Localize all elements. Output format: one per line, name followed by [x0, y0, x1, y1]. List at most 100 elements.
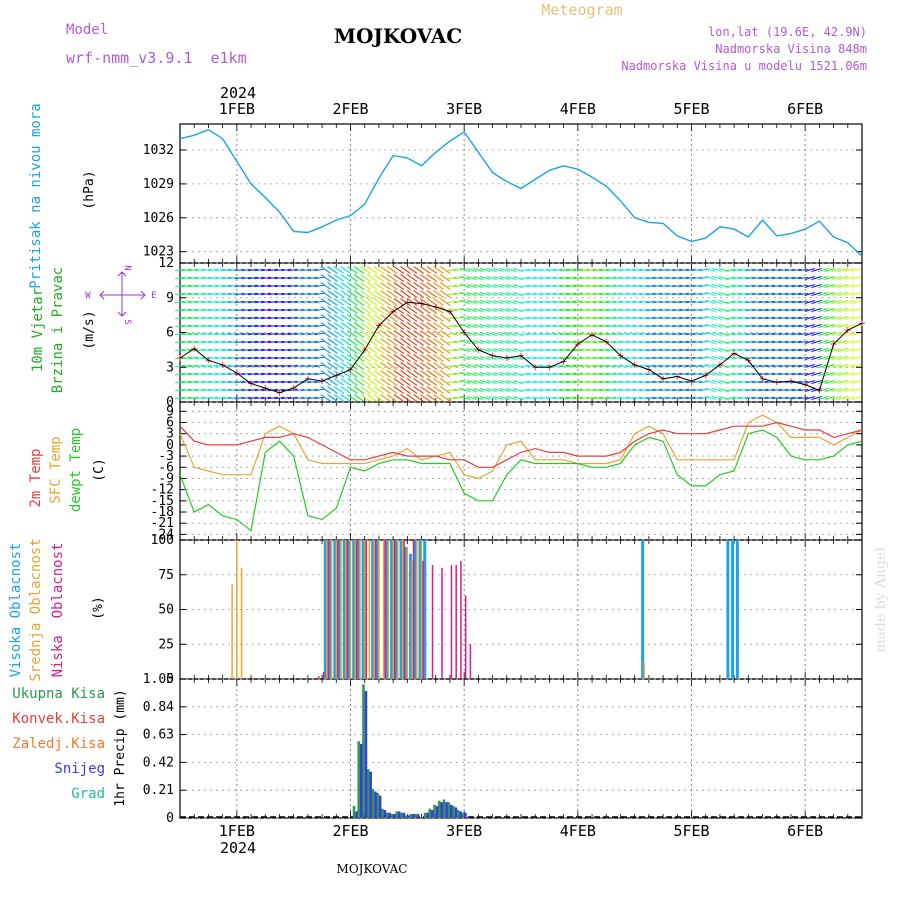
- wind-barb: [281, 308, 292, 312]
- wind-barb: [804, 387, 816, 393]
- wind-barb: [347, 282, 358, 290]
- wind-barb: [665, 292, 676, 296]
- wind-barb: [851, 315, 862, 321]
- wind-barb: [320, 290, 332, 298]
- wind-barb: [227, 324, 239, 328]
- wind-barb: [705, 347, 716, 353]
- wind-barb: [539, 372, 550, 376]
- wind-barb: [366, 370, 378, 378]
- wind-barb: [194, 300, 205, 304]
- wind-barb: [347, 386, 358, 394]
- wind-barb: [420, 306, 431, 314]
- wind-barb: [831, 283, 842, 289]
- wind-barb: [605, 332, 617, 336]
- wind-barb: [214, 396, 225, 400]
- wind-barb: [194, 332, 205, 336]
- wind-barb: [818, 331, 829, 337]
- wind-barb: [586, 332, 597, 336]
- wind-barb: [532, 356, 544, 360]
- wind-barb: [818, 395, 829, 401]
- mid-cloud-bar: [354, 540, 356, 679]
- wind-barb: [340, 274, 352, 282]
- wind-barb: [174, 380, 186, 384]
- wind-barb: [592, 308, 603, 312]
- wind-barb: [804, 371, 816, 377]
- wind-barb: [539, 324, 550, 328]
- wind-barb: [281, 316, 292, 320]
- wind-barb: [619, 364, 630, 368]
- wind-barb: [572, 268, 583, 272]
- wind-barb: [300, 308, 312, 312]
- wind-barb: [552, 388, 564, 392]
- wind-barb: [811, 395, 822, 401]
- wind-barb: [294, 380, 305, 384]
- wind-barb: [599, 268, 610, 272]
- wind-barb: [632, 380, 643, 384]
- wind-barb: [174, 268, 186, 272]
- wind-barb: [844, 315, 855, 321]
- precip-total-bar: [362, 684, 365, 818]
- wind-barb: [267, 372, 278, 376]
- precip-snow-bar: [431, 810, 434, 818]
- wind-barb: [287, 396, 298, 400]
- high-cloud-bar: [333, 540, 337, 679]
- wind-barb: [592, 324, 603, 328]
- wind-barb: [539, 268, 550, 272]
- day-label-top: 5FEB: [673, 100, 709, 118]
- wind-barb: [599, 388, 610, 392]
- wind-barb: [745, 372, 756, 376]
- wind-barb: [559, 268, 570, 272]
- wind-barb: [413, 362, 425, 370]
- wind-barb: [546, 332, 557, 336]
- wind-barb: [281, 324, 292, 328]
- wind-barb: [506, 371, 517, 377]
- wind-barb: [221, 348, 232, 352]
- wind-barb: [758, 284, 769, 288]
- wind-barb: [778, 300, 789, 304]
- wind-barb: [572, 332, 583, 336]
- wind-barb: [692, 284, 703, 288]
- wind-barb: [625, 316, 636, 320]
- wind-barb: [281, 332, 292, 336]
- wind-barb: [665, 332, 676, 336]
- wind-barb: [519, 380, 530, 384]
- wind-barb: [274, 340, 285, 344]
- wind-barb: [639, 292, 650, 296]
- wind-barb: [771, 292, 782, 296]
- wind-barb: [678, 292, 690, 296]
- wind-barb: [333, 298, 345, 306]
- wind-barb: [625, 268, 636, 272]
- wind-barb: [784, 324, 796, 328]
- mid-cloud-bar: [363, 540, 366, 679]
- precip-snow-bar: [459, 811, 462, 818]
- wind-barb: [725, 372, 736, 376]
- wind-barb: [844, 291, 855, 297]
- high-cloud-bar: [641, 540, 645, 679]
- wind-barb: [758, 332, 769, 336]
- wind-barb: [314, 396, 325, 400]
- wind-barb: [314, 284, 325, 288]
- wind-barb: [685, 356, 696, 360]
- wind-barb: [261, 396, 272, 400]
- mid-cloud-bar: [349, 540, 352, 679]
- wind-barb: [208, 332, 219, 336]
- wind-barb: [778, 396, 789, 400]
- wind-barb: [632, 292, 643, 296]
- wind-barb: [678, 332, 690, 336]
- wind-barb: [824, 307, 835, 313]
- wind-barb: [267, 340, 278, 344]
- wind-barb: [227, 308, 239, 312]
- precip-snow-bar: [435, 806, 439, 818]
- wind-barb: [639, 308, 650, 312]
- wind-barb: [459, 307, 471, 313]
- wind-barb: [811, 339, 822, 345]
- wind-barb: [446, 356, 457, 360]
- wind-barb: [645, 324, 656, 328]
- wind-barb: [738, 340, 749, 344]
- wind-barb: [731, 372, 743, 376]
- wind-barb: [546, 284, 557, 288]
- wind-barb: [479, 347, 491, 353]
- wind-barb: [320, 338, 332, 346]
- wind-barb: [546, 396, 557, 400]
- wind-barb: [433, 274, 444, 282]
